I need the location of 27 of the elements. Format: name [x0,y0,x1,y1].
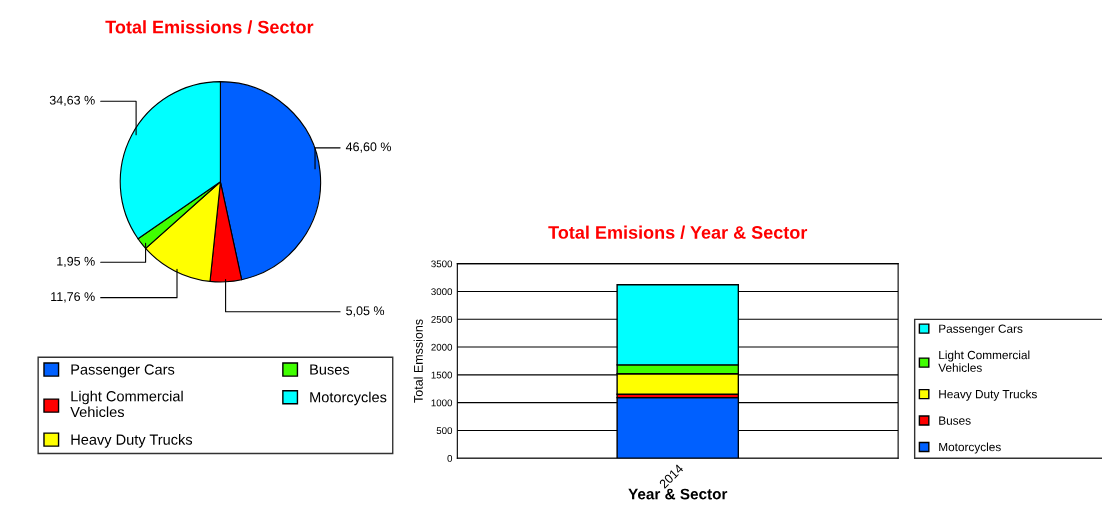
legend-label: Buses [310,364,350,375]
legend-label: Motorcycles [939,442,1001,454]
y-axis-title: Total Emssions [413,319,423,403]
y-tick-label: 2000 [431,343,453,351]
data-label: 1,95 % [57,256,95,268]
data-label: 34,63 % [49,95,95,107]
y-tick-label: 2500 [431,316,453,323]
chart-title: Total Emissions / Sector [105,20,314,34]
data-label: 46,60 % [345,142,392,153]
legend-label: Passenger Cars [939,324,1023,336]
legend-label: Motorcycles [310,391,387,406]
data-label: 5,05 % [346,306,385,317]
y-tick-label: 1000 [431,399,453,407]
chart-title: Total Emisions / Year & Sector [548,225,808,240]
y-tick-label: 3000 [431,288,453,296]
legend-label: Heavy Duty Trucks [939,389,1037,401]
y-tick-label: 3500 [431,260,453,268]
legend-label: Passenger Cars [71,364,175,378]
y-tick-label: 1500 [431,371,453,379]
x-axis-title: Year & Sector [628,488,728,500]
legend-label: Light Commercial Vehicles [70,390,183,418]
y-tick-label: 500 [436,427,453,435]
data-label: 11,76 % [51,292,95,303]
legend-label: Buses [939,416,971,425]
legend-label: Light Commercial Vehicles [938,350,1030,372]
y-tick-label: 0 [447,454,453,462]
legend-label: Heavy Duty Trucks [71,434,193,448]
